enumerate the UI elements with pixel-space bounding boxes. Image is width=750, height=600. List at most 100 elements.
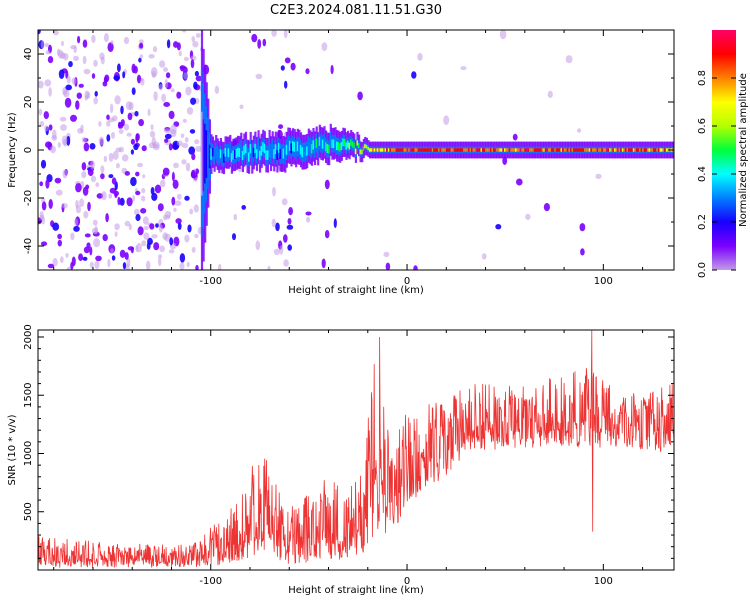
spectrogram-ylabel: Frequency (Hz) — [7, 112, 18, 188]
spectrogram-cell — [48, 199, 53, 209]
spectrogram-cell — [151, 70, 156, 79]
spectrogram-cell — [271, 143, 274, 154]
spectrogram-cell — [485, 148, 488, 152]
spectrogram-cell — [111, 255, 116, 261]
spectrogram-cell — [409, 148, 412, 152]
spectrogram-cell — [602, 148, 606, 152]
spectrogram-cell — [499, 30, 507, 40]
spectrogram-cell — [136, 242, 143, 253]
spectrogram-cell — [75, 183, 82, 193]
spectrogram-cell — [40, 40, 45, 49]
spectrogram-cell — [44, 79, 52, 87]
spectrogram-cell — [284, 149, 287, 160]
spectrogram-cell — [164, 78, 168, 89]
spectrogram-cell — [122, 262, 127, 270]
spectrogram-cell — [274, 144, 277, 155]
spectrogram-cell — [257, 39, 262, 49]
spectrogram-cell — [180, 133, 185, 138]
spectrogram-cell — [98, 136, 105, 146]
spectrogram-cell — [215, 146, 218, 155]
spectrogram-cell — [367, 146, 370, 151]
spectrogram-cell — [324, 230, 330, 239]
spectrogram-cell — [588, 148, 591, 152]
spectrogram-cell — [293, 141, 296, 152]
spectrogram-cell — [244, 143, 248, 153]
spectrogram-cell — [184, 234, 190, 243]
spectrogram-cell — [281, 149, 284, 160]
spectrogram-cell — [425, 148, 428, 152]
spectrogram-cell — [98, 121, 102, 127]
spectrogram-cell — [505, 148, 508, 152]
spectrogram-cell — [279, 245, 284, 255]
spectrogram-cell — [163, 102, 171, 107]
spectrogram-cell — [463, 148, 466, 152]
spectrogram-cell — [555, 148, 558, 152]
spectrogram-cell — [158, 84, 163, 91]
spectrogram-cell — [577, 128, 582, 133]
snr-frame — [37, 329, 675, 571]
spectrogram-cell — [106, 114, 110, 120]
spectrogram-cell — [273, 248, 280, 255]
spectrogram-cell — [63, 89, 70, 98]
spectrogram-cell — [39, 214, 45, 221]
spectrogram-cell — [83, 142, 90, 152]
spectrogram-cell — [599, 148, 602, 152]
spectrogram-cell — [280, 65, 285, 71]
snr-xlabel: Height of straight line (km) — [288, 585, 424, 596]
spectrogram-cell — [151, 234, 158, 239]
spectrogram-cell — [89, 143, 96, 150]
spectrogram-cell — [85, 184, 90, 190]
spectrogram-cell — [164, 128, 171, 134]
spectrogram-cell — [232, 150, 235, 160]
spectrogram-cell — [251, 33, 258, 43]
spectrogram-cell — [191, 169, 196, 179]
spectrogram-cell — [114, 231, 118, 237]
colorbar: 0.0 0.2 0.4 0.6 0.8 Normalized spectral ampl… — [697, 30, 749, 278]
spectrogram-cell — [123, 123, 130, 131]
spectrogram-cell — [170, 88, 175, 93]
spectrogram-cell — [350, 139, 353, 146]
spectrogram-cell — [47, 263, 55, 269]
spectrogram-cell — [460, 148, 463, 152]
spectrogram-cell — [353, 142, 356, 149]
spectrogram-cell — [384, 148, 387, 152]
spectrogram-cell — [95, 255, 102, 262]
spectrogram-cell — [100, 173, 105, 180]
spectrogram-cell — [563, 148, 566, 152]
spectrogram-cell — [491, 148, 494, 152]
spectrogram-cell — [665, 148, 668, 152]
spectrogram-cell — [385, 262, 391, 270]
spectrogram-cell — [535, 148, 538, 152]
spectrogram-cell — [581, 148, 584, 152]
spectrogram-cell — [272, 186, 276, 197]
spectrogram-cell — [179, 253, 186, 263]
spectrogram-cell — [141, 145, 147, 152]
spectrogram-cell — [171, 171, 175, 182]
spectrogram-cell — [329, 135, 332, 145]
spectrogram-cell — [259, 150, 262, 161]
spectrogram-cell — [243, 145, 246, 155]
spectrogram-cell — [283, 259, 289, 267]
spectrogram-cell — [303, 147, 306, 157]
spectrogram-cell — [146, 242, 151, 250]
spectrogram-cell — [58, 69, 65, 79]
spectrogram-cell — [447, 148, 450, 152]
spectrogram-cell — [65, 253, 69, 258]
spectrogram-cell — [357, 91, 363, 101]
spectrogram-cell — [38, 108, 43, 116]
spectrogram-axis-ticks: -100 0 100 -40 -20 0 20 40 — [23, 29, 674, 287]
spectrogram-cell — [40, 159, 47, 169]
spectrogram-cell — [444, 148, 447, 152]
spectrogram-cell — [171, 196, 176, 206]
spectrogram-cell — [93, 96, 98, 105]
spectrogram-cell — [283, 30, 288, 39]
spectrogram-cell — [111, 131, 115, 139]
spectrogram-cell — [488, 148, 491, 152]
spectrogram-cell — [403, 148, 406, 152]
colorbar-gradient — [712, 30, 736, 270]
spectrogram-cell — [101, 191, 107, 201]
spectrogram-cell — [113, 75, 120, 81]
spectrogram-cell — [309, 142, 312, 152]
spectrogram-cell — [138, 57, 142, 63]
spectrogram-cell — [79, 198, 85, 208]
